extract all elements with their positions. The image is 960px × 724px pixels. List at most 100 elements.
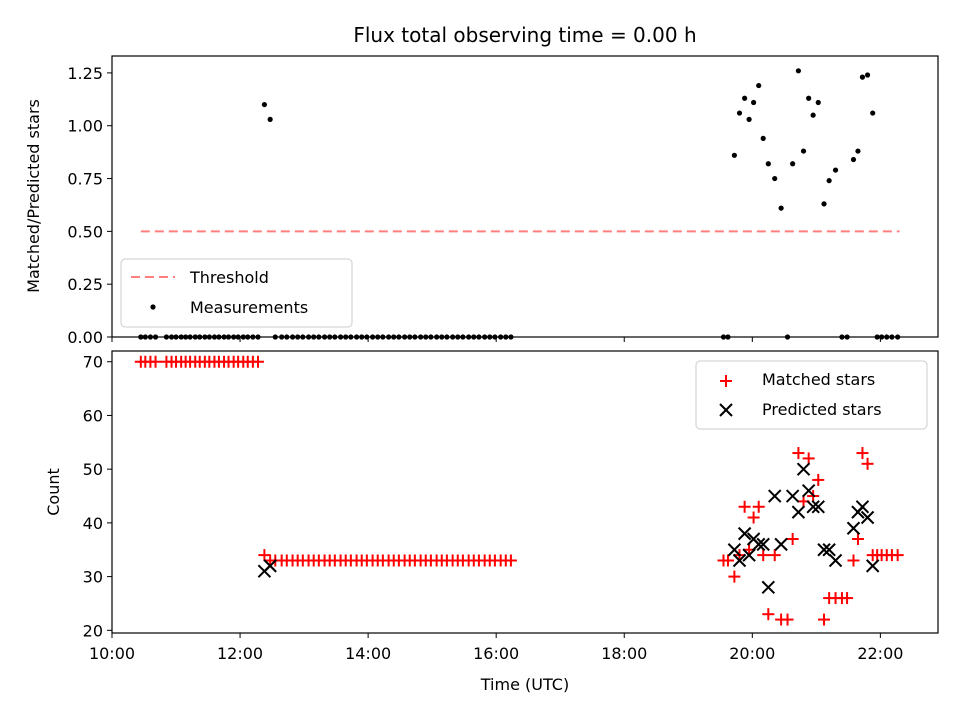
measurement-point <box>850 156 857 163</box>
measurement-point <box>778 205 784 211</box>
predicted-star-marker <box>732 553 747 568</box>
measurement-point <box>756 82 762 89</box>
measurement-point <box>810 112 816 118</box>
measurement-point <box>795 68 802 74</box>
measurement-point <box>859 74 866 80</box>
measurement-point <box>826 178 832 184</box>
legend-threshold-label: Threshold <box>189 268 269 287</box>
top-plot-frame <box>111 55 939 338</box>
matched-star-marker <box>762 608 775 621</box>
matched-star-marker <box>818 613 831 626</box>
matched-star-marker <box>728 570 741 583</box>
matched-star-marker <box>781 613 794 626</box>
matched-star-marker <box>149 355 162 368</box>
predicted-star-marker <box>774 537 788 552</box>
bottom-y-tick-label: 40 <box>83 514 103 533</box>
measurement-point <box>832 167 839 173</box>
measurement-point <box>772 175 778 182</box>
bottom-x-tick-label: 16:00 <box>473 644 519 663</box>
matched-star-marker <box>802 452 815 465</box>
top-plot: 0.00 0.25 0.50 0.75 1.00 1.25 Matched/Predict… <box>24 55 939 347</box>
top-y-tick-label: 0.00 <box>67 328 103 347</box>
predicted-star-marker <box>811 500 825 514</box>
bottom-plot-frame <box>111 350 939 634</box>
top-y-tick-label: 1.00 <box>67 117 103 136</box>
matched-star-marker <box>841 592 854 605</box>
measurement-point <box>267 116 273 122</box>
bottom-y-tick-label: 30 <box>83 568 103 587</box>
matched-star-marker <box>747 511 760 524</box>
matched-star-marker <box>258 549 271 562</box>
predicted-star-marker <box>737 526 752 541</box>
bottom-x-tick-label: 20:00 <box>729 644 775 663</box>
matched-star-marker <box>757 549 770 562</box>
top-y-tick-label: 0.50 <box>67 222 103 241</box>
matched-star-marker <box>251 355 264 368</box>
measurement-point <box>760 135 766 141</box>
predicted-star-marker <box>801 483 816 498</box>
matched-star-marker <box>856 447 869 460</box>
measurement-point <box>800 148 807 154</box>
bottom-y-tick-label: 20 <box>83 621 103 640</box>
legend-matched-swatch <box>720 375 732 387</box>
predicted-star-marker <box>785 489 800 503</box>
x-axis-label: Time (UTC) <box>480 675 569 694</box>
predicted-star-marker <box>846 521 861 535</box>
top-chart-title: Flux total observing time = 0.00 h <box>353 23 696 47</box>
top-y-axis-label: Matched/Predicted stars <box>24 99 43 293</box>
bottom-x-tick-label: 22:00 <box>857 644 903 663</box>
top-y-ticks: 0.00 0.25 0.50 0.75 1.00 1.25 <box>67 64 112 347</box>
predicted-star-marker <box>761 580 776 595</box>
legend-measurements-label: Measurements <box>190 298 308 317</box>
predicted-star-marker <box>796 462 811 476</box>
predicted-star-marker <box>263 559 277 573</box>
measurement-point <box>261 101 267 108</box>
bottom-y-tick-label: 70 <box>83 353 103 372</box>
bottom-y-axis-label: Count <box>44 468 63 516</box>
measurement-point <box>821 201 827 207</box>
top-legend: Threshold Measurements <box>120 258 353 328</box>
matched-star-marker <box>792 447 805 460</box>
matched-star-marker <box>891 549 904 562</box>
predicted-star-marker <box>791 505 806 519</box>
measurement-point <box>815 99 821 106</box>
measurement-point <box>746 116 752 122</box>
predicted-stars-points <box>257 462 880 595</box>
matched-star-marker <box>768 549 781 562</box>
predicted-star-marker <box>768 489 782 503</box>
matched-star-marker <box>738 500 751 513</box>
matched-star-marker <box>847 554 860 567</box>
measurement-point <box>736 110 743 116</box>
predicted-star-marker <box>865 559 880 573</box>
predicted-star-marker <box>752 537 766 552</box>
bottom-x-tick-label: 14:00 <box>345 644 391 663</box>
predicted-star-marker <box>855 500 870 514</box>
bottom-legend: Matched stars Predicted stars <box>695 360 928 430</box>
measurement-point <box>855 148 861 154</box>
matched-star-marker <box>812 473 825 486</box>
predicted-star-marker <box>817 543 831 557</box>
matched-star-marker <box>851 533 864 545</box>
predicted-star-marker <box>828 553 843 568</box>
top-y-tick-label: 0.25 <box>67 275 103 294</box>
bottom-y-tick-label: 50 <box>83 460 103 479</box>
top-y-tick-label: 1.25 <box>67 64 103 83</box>
measurement-point <box>806 95 812 101</box>
bottom-y-ticks: 20 30 40 50 60 70 <box>83 353 112 640</box>
measurement-point <box>870 110 876 116</box>
predicted-star-marker <box>727 543 742 557</box>
matched-star-marker <box>504 554 517 567</box>
predicted-star-marker <box>756 537 770 552</box>
predicted-star-marker <box>806 500 820 514</box>
top-y-tick-label: 0.75 <box>67 170 103 189</box>
measurement-point <box>790 161 796 167</box>
bottom-x-tick-label: 18:00 <box>601 644 647 663</box>
bottom-x-tick-label: 10:00 <box>89 644 135 663</box>
measurement-point <box>864 72 871 78</box>
predicted-star-marker <box>822 543 836 557</box>
matched-stars-points <box>134 355 904 626</box>
matched-star-marker <box>721 554 734 567</box>
legend-matched-label: Matched stars <box>762 370 875 389</box>
